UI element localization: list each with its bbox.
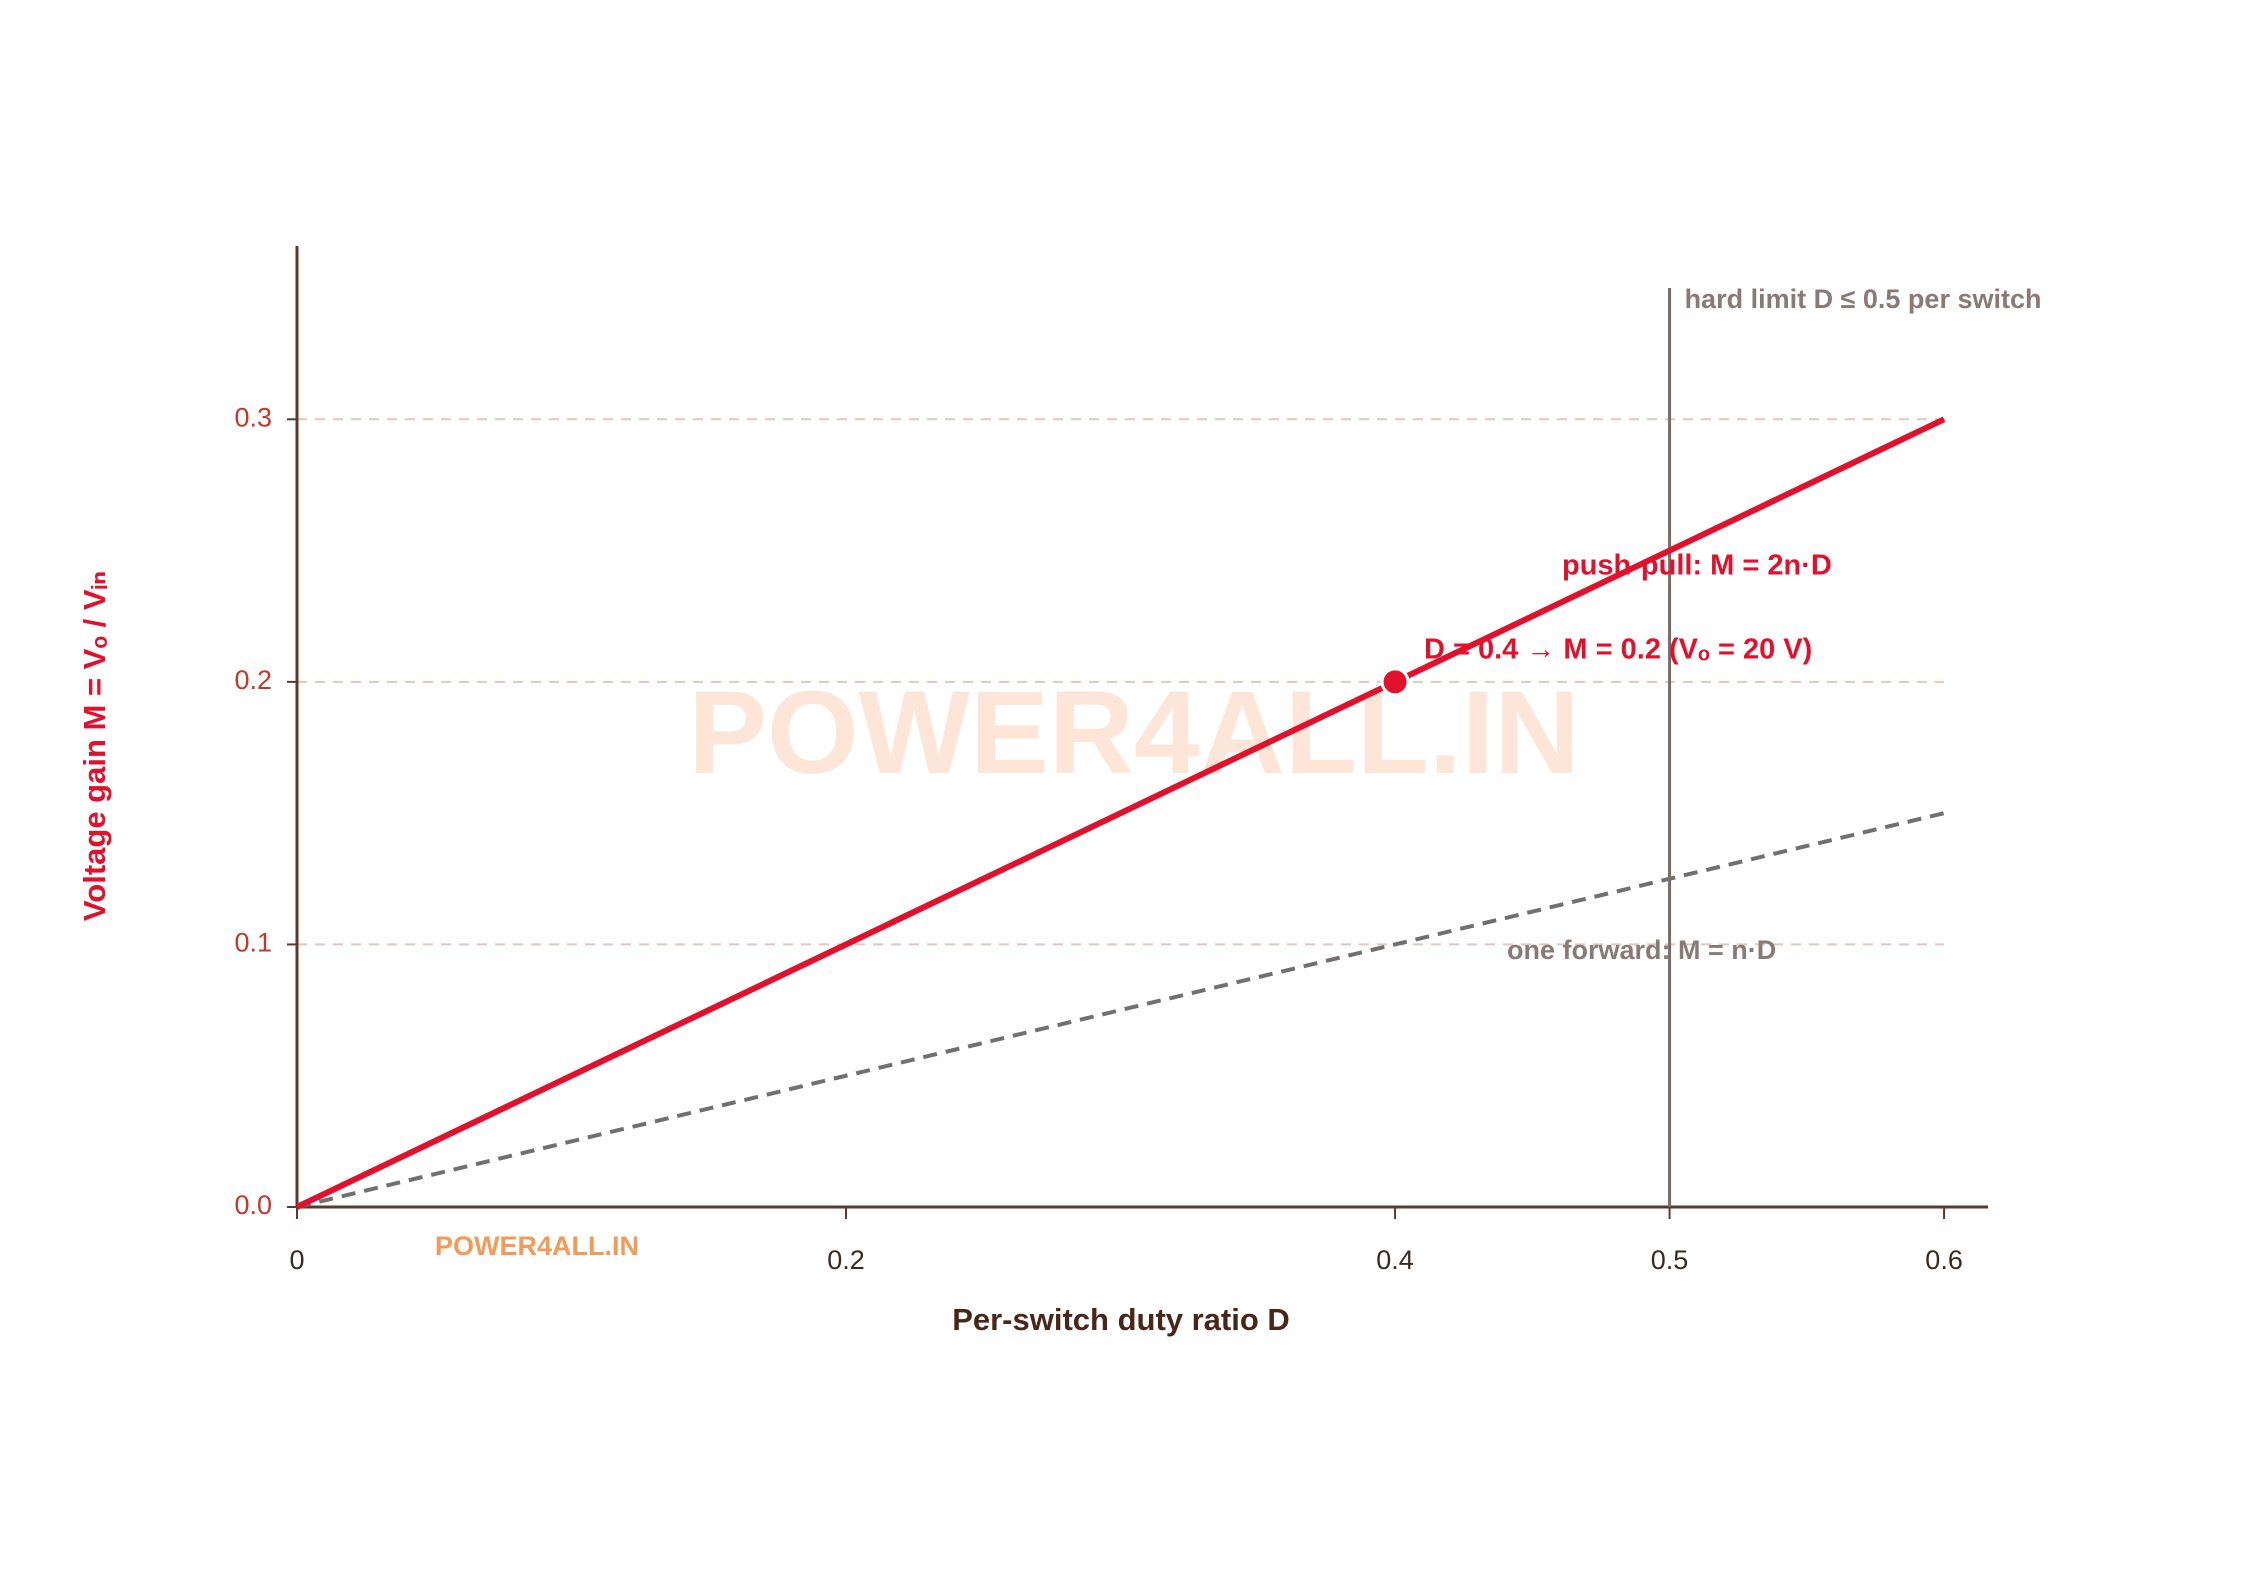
y-tick-label: 0.3	[234, 402, 272, 432]
x-tick-label: 0.5	[1651, 1245, 1689, 1275]
series-label: one forward: M = n·D	[1507, 935, 1776, 965]
x-tick-label: 0.2	[827, 1245, 865, 1275]
highlight-label: D = 0.4 → M = 0.2 (Vₒ = 20 V)	[1424, 634, 1812, 666]
series-line	[296, 811, 1945, 1209]
limit-label: hard limit D ≤ 0.5 per switch	[1685, 284, 2042, 314]
y-tick-label: 0.0	[234, 1190, 272, 1220]
watermark-small: POWER4ALL.IN	[435, 1231, 639, 1261]
y-tick-label: 0.2	[234, 665, 272, 695]
y-tick-label: 0.1	[234, 928, 272, 958]
series-label: push-pull: M = 2n·D	[1562, 550, 1832, 582]
x-axis-title: Per-switch duty ratio D	[952, 1302, 1290, 1337]
watermark: POWER4ALL.IN	[688, 667, 1580, 799]
x-tick-label: 0.6	[1925, 1245, 1963, 1275]
y-axis-title: Voltage gain M = Vₒ / Vᵢₙ	[77, 571, 112, 921]
highlight-point	[1380, 667, 1410, 697]
series-line	[295, 416, 1946, 1210]
x-tick-label: 0	[289, 1245, 304, 1275]
x-tick-label: 0.4	[1376, 1245, 1414, 1275]
